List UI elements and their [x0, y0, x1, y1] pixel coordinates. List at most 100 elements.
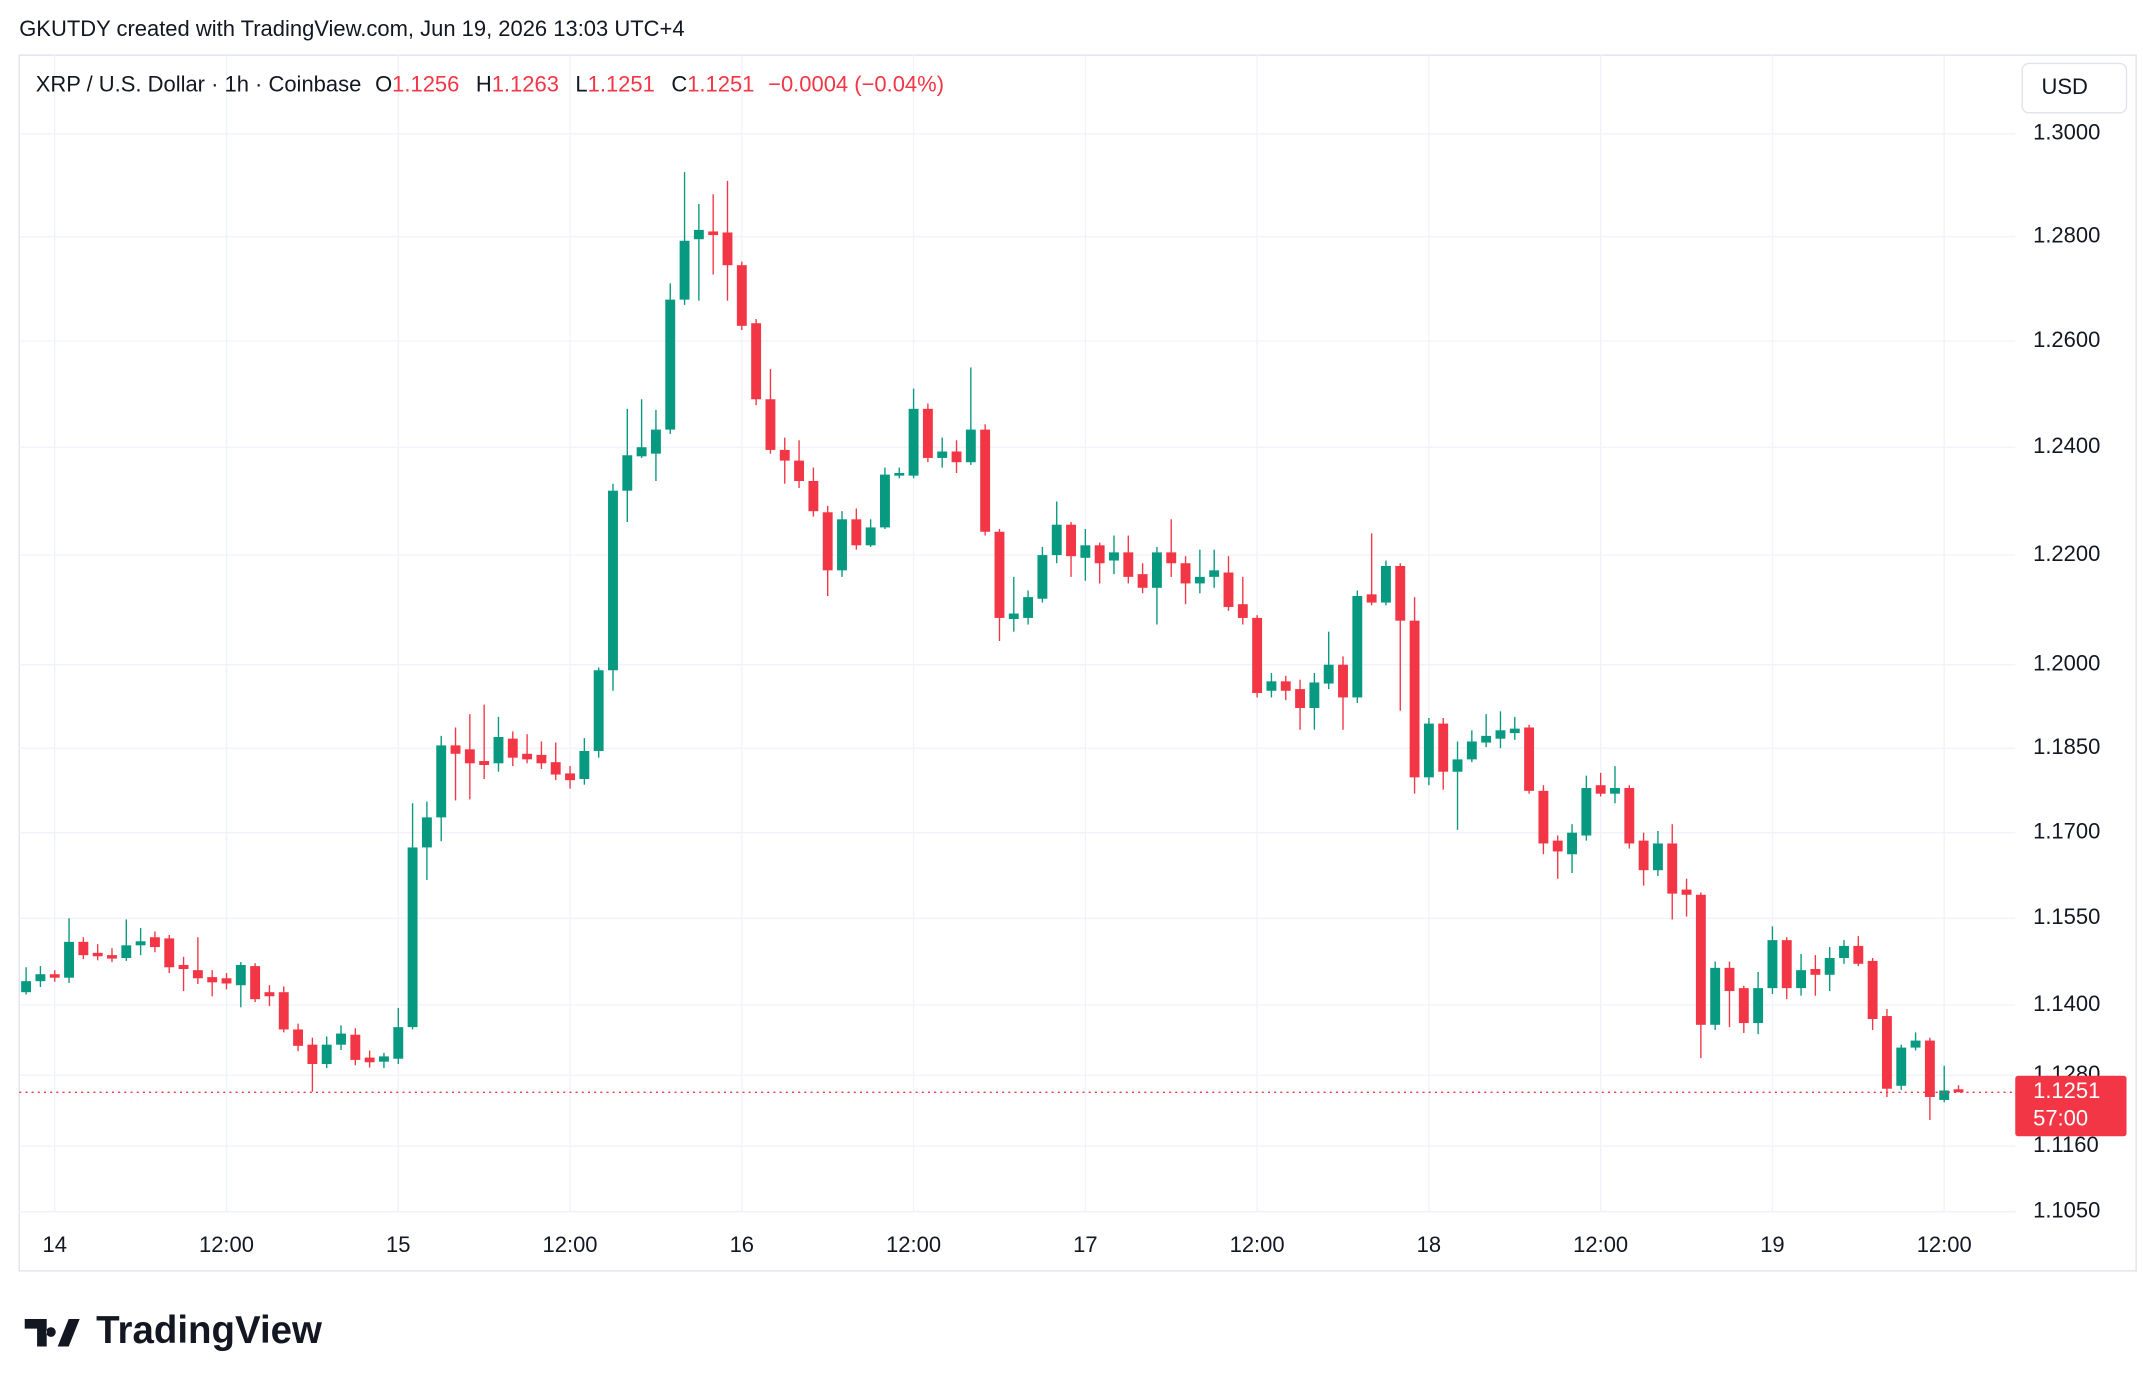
y-tick-label: 1.1400 — [2033, 991, 2100, 1016]
y-tick-label: 1.1700 — [2033, 818, 2100, 843]
candle-body — [307, 1044, 318, 1065]
candle-body — [207, 977, 218, 983]
candle-body — [1109, 552, 1119, 561]
candle-body — [622, 455, 633, 491]
legend-value: 1.1251 — [687, 71, 754, 96]
candle-body — [1352, 595, 1363, 698]
currency-button[interactable] — [2021, 62, 2128, 114]
candle-body — [1509, 728, 1520, 734]
candle-body — [1896, 1047, 1907, 1086]
candle-body — [1223, 572, 1234, 607]
x-tick-label: 19 — [1760, 1232, 1784, 1257]
candle-body — [1724, 967, 1735, 992]
candle-body — [1538, 790, 1549, 844]
candle-body — [1652, 843, 1663, 871]
candle-body — [393, 1027, 404, 1059]
candle-body — [1839, 945, 1849, 959]
candle-body — [1008, 613, 1019, 620]
candle-body — [751, 323, 762, 400]
candle-body — [1338, 664, 1348, 698]
y-tick-label: 1.2000 — [2033, 651, 2100, 676]
legend-key: L — [575, 71, 587, 96]
x-tick-label: 15 — [386, 1232, 410, 1257]
candle-body — [1610, 788, 1620, 794]
x-tick-label: 12:00 — [199, 1232, 254, 1257]
candle-body — [837, 519, 847, 571]
candle-body — [865, 527, 876, 546]
candle-body — [1695, 894, 1706, 1025]
candle-body — [336, 1033, 346, 1045]
candle-body — [1252, 617, 1263, 693]
candle-body — [121, 945, 132, 959]
last-price-box — [2015, 1075, 2127, 1137]
candle-body — [1123, 552, 1134, 577]
candle-body — [1194, 576, 1205, 584]
candle-body — [1037, 555, 1048, 599]
logo-text: TradingView — [96, 1309, 322, 1352]
legend-key: O — [375, 71, 392, 96]
candle-body — [107, 955, 117, 959]
candle-body — [1495, 730, 1506, 739]
candle-body — [937, 451, 948, 458]
candle-body — [49, 974, 60, 978]
candle-body — [507, 738, 518, 758]
candle-body — [1481, 735, 1492, 743]
candle-body — [1867, 960, 1878, 1019]
candle-body — [536, 754, 547, 764]
candle-body — [1581, 788, 1592, 836]
candle-body — [665, 299, 676, 430]
candle-body — [636, 447, 647, 457]
candle-body — [235, 964, 246, 986]
candle-body — [1266, 681, 1277, 691]
legend-value: 1.1256 — [392, 71, 459, 96]
candle-body — [1166, 552, 1177, 564]
candle-body — [178, 964, 189, 970]
y-tick-label: 1.1550 — [2033, 904, 2100, 929]
y-tick-label: 1.1050 — [2033, 1198, 2100, 1223]
candle-body — [1094, 545, 1105, 564]
candle-body — [1381, 565, 1391, 603]
y-tick-label: 1.2600 — [2033, 327, 2100, 352]
candle-body — [608, 490, 618, 671]
candle-body — [1524, 727, 1535, 791]
candle-body — [822, 512, 833, 571]
candle-body — [1209, 570, 1220, 577]
x-tick-label: 12:00 — [886, 1232, 941, 1257]
x-tick-label: 12:00 — [1230, 1232, 1285, 1257]
candle-body — [1853, 945, 1864, 964]
legend-value: 1.1263 — [492, 71, 559, 96]
candle-body — [1409, 620, 1420, 778]
candle-body — [436, 745, 447, 818]
candle-body — [1824, 958, 1835, 975]
candle-body — [550, 762, 561, 775]
candle-body — [421, 817, 432, 848]
candle-body — [1781, 940, 1792, 989]
candle-body — [1295, 689, 1306, 708]
candle-body — [736, 265, 747, 326]
candle-body — [1080, 545, 1091, 558]
candle-body — [965, 429, 976, 463]
candle-body — [593, 670, 604, 751]
candle-body — [250, 966, 261, 1000]
y-tick-label: 1.1850 — [2033, 734, 2100, 759]
candle-body — [980, 429, 991, 532]
countdown-label: 57:00 — [2033, 1106, 2088, 1131]
candle-body — [1810, 969, 1821, 975]
candle-body — [894, 472, 905, 476]
candle-body — [192, 970, 203, 979]
candle-body — [1624, 788, 1635, 844]
candle-body — [851, 519, 862, 546]
candle-body — [1466, 741, 1477, 760]
candle-body — [1939, 1090, 1950, 1100]
candle-body — [1710, 967, 1721, 1025]
candle-body — [78, 941, 89, 956]
candle-body — [450, 745, 461, 754]
candle-body — [880, 474, 890, 528]
candle-body — [149, 937, 160, 948]
candle-body — [1423, 723, 1434, 778]
candle-body — [1366, 594, 1377, 603]
tradingview-logo: TradingView — [24, 1309, 322, 1352]
x-tick-label: 12:00 — [543, 1232, 598, 1257]
x-tick-label: 12:00 — [1573, 1232, 1628, 1257]
